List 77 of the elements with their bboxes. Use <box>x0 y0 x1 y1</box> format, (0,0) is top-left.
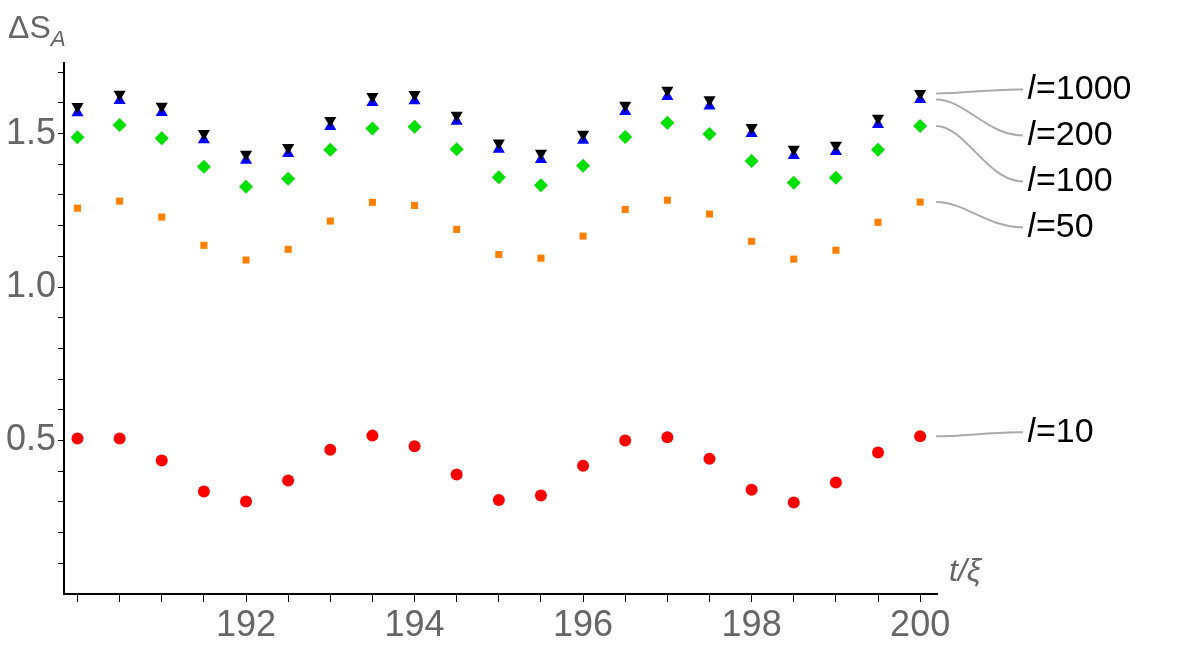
x-tick-label: 194 <box>384 602 445 644</box>
point <box>534 489 547 502</box>
point <box>408 440 421 453</box>
text: 𝑙=1000 <box>1027 67 1132 106</box>
point <box>242 256 250 264</box>
point <box>450 468 463 481</box>
point <box>619 434 632 447</box>
point <box>324 443 337 456</box>
x-axis-title: t/ξ <box>949 551 983 588</box>
point <box>240 495 253 508</box>
point <box>365 121 380 136</box>
x-tick-label: 200 <box>890 602 951 644</box>
point <box>495 250 503 259</box>
point <box>577 459 590 472</box>
point <box>874 218 882 226</box>
point <box>618 129 633 144</box>
point <box>702 126 717 141</box>
point <box>621 205 629 213</box>
point <box>913 118 928 133</box>
point <box>113 432 126 445</box>
point <box>492 494 505 507</box>
point <box>366 429 379 442</box>
point <box>449 142 464 157</box>
y-tick-label: 0.5 <box>5 417 56 459</box>
point <box>158 213 166 221</box>
text: 𝑙=10 <box>1027 410 1094 449</box>
y-tick-label: 1.5 <box>5 110 56 152</box>
point <box>197 485 210 498</box>
x-tick-label: 192 <box>215 602 277 644</box>
point <box>200 241 208 249</box>
point <box>871 142 886 157</box>
y-tick-label: 1.0 <box>5 263 56 305</box>
point <box>71 432 84 445</box>
text: 𝑙=100 <box>1027 159 1113 198</box>
point <box>239 179 254 194</box>
point <box>112 118 127 132</box>
point <box>537 254 545 262</box>
point <box>787 496 800 509</box>
point <box>748 237 756 245</box>
point <box>745 483 758 496</box>
point <box>579 232 587 240</box>
text: 𝑙=50 <box>1027 205 1094 244</box>
x-tick-label: 198 <box>721 602 782 644</box>
point <box>832 246 840 254</box>
point <box>196 159 211 174</box>
point <box>661 431 674 444</box>
point <box>576 158 591 173</box>
point <box>282 474 295 487</box>
point <box>828 170 843 185</box>
point <box>786 175 801 190</box>
point <box>914 430 927 443</box>
point <box>70 130 85 145</box>
point <box>407 119 422 134</box>
point <box>491 170 506 185</box>
point <box>326 217 334 225</box>
point <box>829 476 842 489</box>
point <box>660 115 675 130</box>
point <box>411 201 419 209</box>
point <box>323 142 338 157</box>
point <box>368 198 376 206</box>
text: 𝑙=200 <box>1027 113 1113 152</box>
point <box>663 196 671 204</box>
point <box>155 454 168 467</box>
point <box>284 245 292 253</box>
x-tick-label: 196 <box>553 602 614 644</box>
point <box>533 178 548 193</box>
point <box>453 225 461 233</box>
point <box>73 204 82 212</box>
point <box>116 197 124 205</box>
point <box>705 210 714 218</box>
point <box>744 153 759 168</box>
point <box>872 446 885 459</box>
point <box>154 131 169 146</box>
point <box>916 198 924 206</box>
point <box>281 171 296 186</box>
point <box>790 255 798 263</box>
point <box>703 452 716 465</box>
